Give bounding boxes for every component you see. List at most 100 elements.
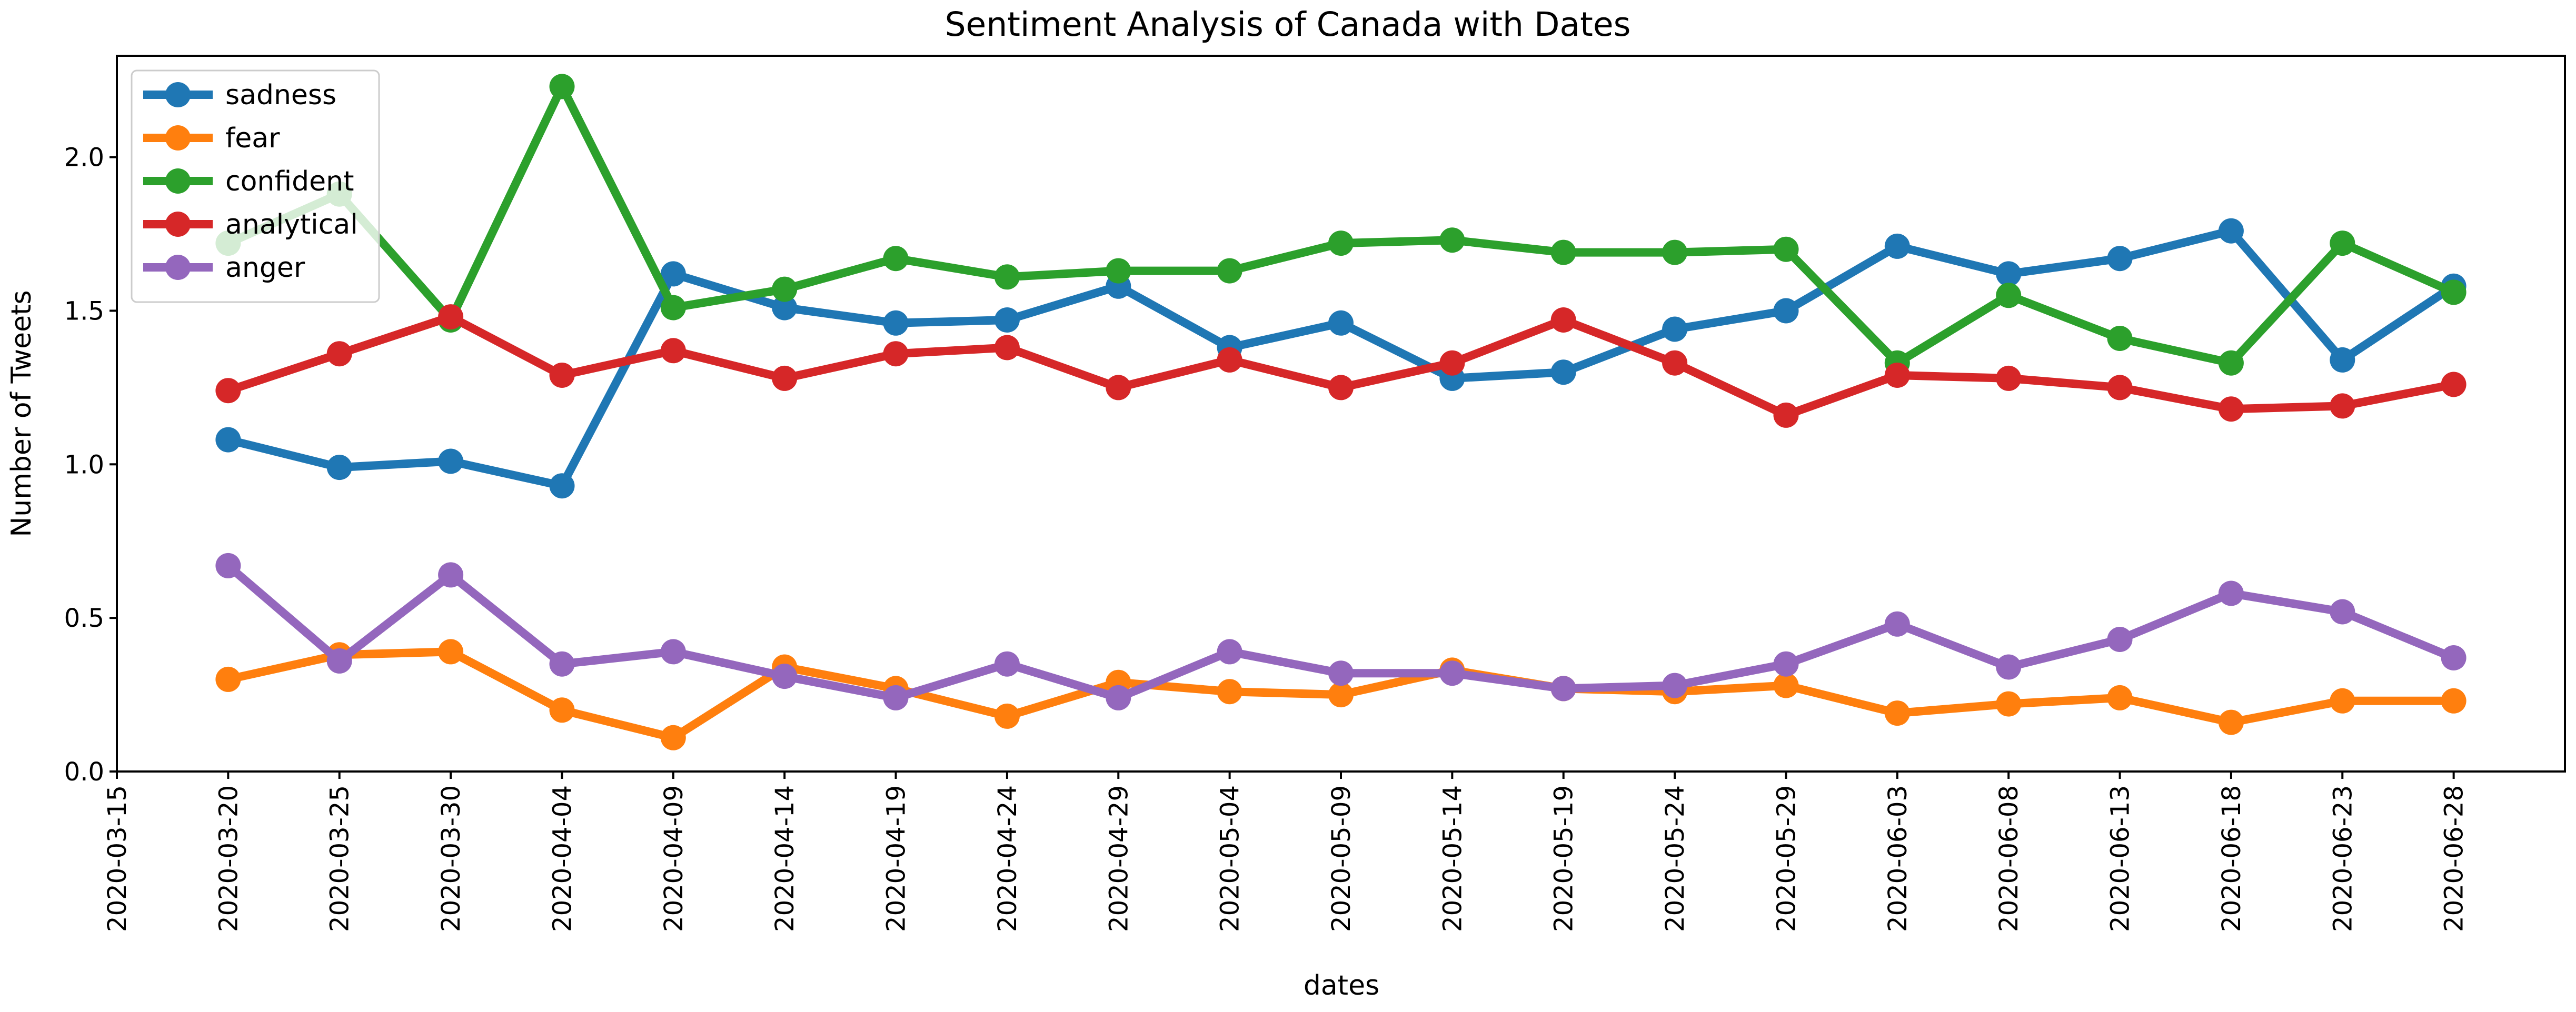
x-tick-label: 2020-04-19: [882, 785, 911, 932]
chart-title: Sentiment Analysis of Canada with Dates: [945, 5, 1631, 44]
data-point-confident: [1996, 283, 2022, 308]
data-point-confident: [1328, 231, 1354, 256]
x-tick-label: 2020-06-28: [2440, 785, 2469, 932]
data-point-analytical: [326, 341, 352, 367]
data-point-analytical: [2107, 375, 2133, 400]
data-point-confident: [2330, 231, 2355, 256]
x-tick-label: 2020-06-13: [2106, 785, 2135, 932]
data-point-analytical: [1996, 365, 2022, 391]
data-point-analytical: [883, 341, 909, 367]
x-tick-label: 2020-04-29: [1104, 785, 1133, 932]
y-axis: 0.0 0.5 1.0 1.5 2.0: [64, 143, 117, 787]
data-point-analytical: [1662, 350, 1688, 376]
data-point-confident: [1106, 258, 1131, 284]
data-point-anger: [2441, 645, 2466, 670]
data-point-anger: [883, 685, 909, 710]
data-point-sadness: [1550, 359, 1576, 385]
data-point-sadness: [1328, 310, 1354, 336]
data-point-sadness: [438, 448, 464, 474]
data-point-fear: [1773, 673, 1799, 698]
data-point-analytical: [2441, 372, 2466, 397]
data-point-fear: [1328, 682, 1354, 708]
x-tick-label: 2020-06-08: [1994, 785, 2024, 932]
legend-item-anger: anger: [143, 252, 305, 284]
data-point-anger: [1996, 654, 2022, 680]
data-point-fear: [2107, 685, 2133, 710]
data-point-confident: [2441, 279, 2466, 305]
data-point-anger: [1106, 685, 1131, 710]
x-tick-label: 2020-05-29: [1772, 785, 1801, 932]
legend-item-fear: fear: [143, 123, 280, 154]
y-tick-label: 1.5: [64, 296, 104, 326]
data-point-analytical: [2330, 393, 2355, 419]
x-tick-label: 2020-05-24: [1660, 785, 1690, 932]
x-tick-label: 2020-03-15: [103, 785, 132, 932]
series-anger: [215, 553, 2466, 710]
x-axis: 2020-03-15 2020-03-20 2020-03-25 2020-03-30…: [103, 771, 2469, 932]
data-point-anger: [2218, 580, 2244, 606]
data-point-anger: [1217, 639, 1242, 665]
x-tick-label: 2020-04-24: [993, 785, 1022, 932]
legend-swatch-marker: [165, 125, 191, 151]
data-point-analytical: [994, 335, 1020, 360]
data-point-analytical: [1550, 307, 1576, 333]
data-point-sadness: [994, 307, 1020, 333]
x-tick-label: 2020-04-04: [548, 785, 577, 932]
x-tick-label: 2020-06-18: [2217, 785, 2246, 932]
data-point-fear: [1217, 679, 1242, 705]
data-point-analytical: [1773, 402, 1799, 428]
data-point-fear: [2330, 688, 2355, 714]
data-point-anger: [1439, 660, 1465, 686]
data-point-sadness: [1662, 316, 1688, 342]
x-tick-label: 2020-04-14: [770, 785, 800, 932]
legend-swatch-marker: [165, 168, 191, 194]
legend-label: fear: [225, 123, 280, 154]
data-point-fear: [2218, 709, 2244, 735]
x-tick-label: 2020-05-04: [1216, 785, 1245, 932]
x-axis-label: dates: [1304, 970, 1379, 1001]
data-point-confident: [1773, 236, 1799, 262]
data-point-fear: [2441, 688, 2466, 714]
data-point-anger: [326, 648, 352, 674]
data-point-anger: [772, 664, 798, 689]
data-point-analytical: [660, 338, 686, 364]
data-point-anger: [438, 562, 464, 588]
x-tick-label: 2020-03-20: [214, 785, 243, 932]
data-point-confident: [2107, 326, 2133, 351]
legend-box: [131, 69, 380, 303]
legend-swatch-marker: [165, 255, 191, 280]
data-point-confident: [2218, 350, 2244, 376]
x-tick-label: 2020-03-30: [436, 785, 466, 932]
legend-item-analytical: analytical: [143, 209, 358, 241]
data-point-sadness: [549, 473, 575, 499]
series-lines: [215, 74, 2466, 750]
data-point-fear: [1884, 700, 1910, 726]
series-analytical: [215, 304, 2466, 428]
legend-label: analytical: [225, 209, 358, 241]
legend: sadness fear confident analytical anger: [131, 69, 380, 303]
data-point-sadness: [2107, 246, 2133, 272]
x-tick-label: 2020-03-25: [325, 785, 355, 932]
data-point-confident: [1439, 227, 1465, 253]
data-point-anger: [660, 639, 686, 665]
data-point-analytical: [215, 378, 241, 404]
data-point-confident: [772, 276, 798, 302]
data-point-fear: [660, 725, 686, 750]
data-point-fear: [1996, 691, 2022, 717]
legend-label: confident: [225, 166, 354, 197]
data-point-anger: [549, 651, 575, 677]
y-tick-label: 1.0: [64, 450, 104, 479]
data-point-anger: [1884, 611, 1910, 637]
y-tick-label: 2.0: [64, 143, 104, 173]
data-point-sadness: [660, 261, 686, 287]
legend-item-sadness: sadness: [143, 79, 336, 111]
data-point-confident: [549, 74, 575, 99]
y-tick-label: 0.5: [64, 604, 104, 633]
data-point-analytical: [1106, 375, 1131, 400]
x-tick-label: 2020-05-09: [1327, 785, 1356, 932]
data-point-fear: [549, 697, 575, 723]
x-tick-label: 2020-06-23: [2328, 785, 2358, 932]
y-axis-label: Number of Tweets: [6, 290, 37, 537]
data-point-anger: [2107, 627, 2133, 652]
